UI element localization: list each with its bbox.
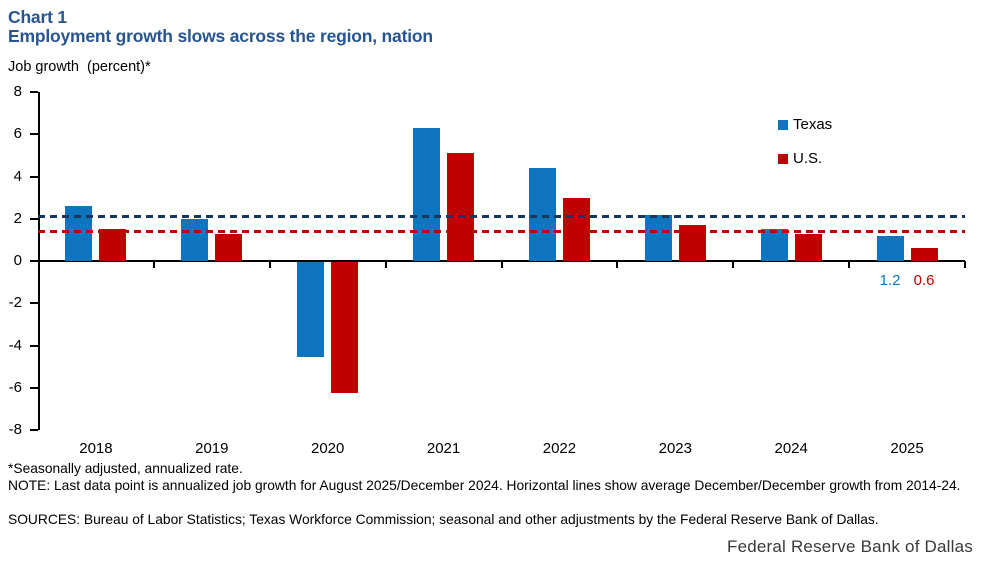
footnote-note: NOTE: Last data point is annualized job …: [8, 478, 961, 493]
avg-line-us: [38, 229, 965, 233]
legend-item-texas: Texas: [778, 117, 832, 132]
x-boundary-tick-6: [732, 261, 735, 268]
y-tick-4: [30, 175, 38, 178]
bar-texas-2021: [413, 127, 441, 261]
us-legend-swatch-icon: [778, 153, 788, 164]
bar-texas-2020: [297, 262, 325, 358]
y-tick--2: [30, 302, 38, 305]
footnote-sources: SOURCES: Bureau of Labor Statistics; Tex…: [8, 512, 879, 527]
dallas-fed-wordmark: Federal Reserve Bank of Dallas: [726, 537, 973, 556]
bar-texas-2025: [876, 235, 904, 261]
x-boundary-tick-4: [500, 261, 503, 268]
chart-number-label: Chart 1: [8, 7, 67, 27]
y-tick--6: [30, 386, 38, 389]
y-label--2: -2: [8, 294, 22, 312]
x-label-2024: 2024: [774, 440, 808, 457]
bar-texas-2019: [181, 218, 209, 261]
plot-area: 8 6 4 2 0 -2 -4 -6 -8 2018 2019 2020 2021 2022 2023 202…: [9, 84, 966, 457]
y-tick-8: [30, 91, 38, 93]
y-axis-title: Job growth (percent)*: [8, 59, 151, 75]
x-boundary-tick-3: [384, 261, 387, 268]
value-label-us-2025: 0.6: [913, 272, 935, 289]
bar-us-2018: [99, 229, 127, 261]
y-tick-2: [30, 217, 38, 220]
bar-us-2020: [331, 262, 359, 393]
y-label--4: -4: [8, 336, 22, 354]
y-label-6: 6: [13, 125, 22, 143]
bar-us-2022: [562, 197, 590, 261]
x-boundary-tick-1: [152, 261, 155, 268]
value-label-texas-2025: 1.2: [879, 272, 901, 289]
x-label-2025: 2025: [890, 440, 924, 457]
legend-label-texas: Texas: [793, 116, 833, 133]
x-label-2023: 2023: [658, 440, 692, 457]
y-label-0: 0: [13, 252, 22, 269]
x-label-2019: 2019: [195, 440, 229, 457]
y-tick--4: [30, 344, 38, 347]
x-label-2021: 2021: [426, 440, 461, 457]
bar-texas-2024: [760, 229, 788, 261]
legend-item-us: U.S.: [778, 151, 822, 166]
y-label--8: -8: [8, 421, 22, 438]
x-boundary-tick-7: [848, 261, 851, 268]
x-boundary-tick-2: [268, 261, 271, 268]
bar-us-2019: [215, 233, 243, 261]
y-label-2: 2: [13, 209, 22, 227]
y-label-4: 4: [13, 167, 22, 185]
texas-legend-swatch-icon: [778, 119, 788, 130]
footnote-seasonal: *Seasonally adjusted, annualized rate.: [8, 461, 243, 476]
x-label-2022: 2022: [542, 440, 577, 457]
y-label--6: -6: [8, 378, 22, 396]
y-label-8: 8: [13, 83, 22, 100]
bar-us-2021: [447, 153, 475, 261]
y-tick-0: [30, 260, 38, 262]
chart-title: Employment growth slows across the regio…: [8, 26, 433, 46]
bar-texas-2023: [644, 214, 672, 261]
x-label-2018: 2018: [79, 440, 113, 457]
y-tick--8: [30, 429, 38, 431]
avg-line-texas: [38, 215, 965, 219]
x-label-2020: 2020: [311, 440, 345, 457]
x-boundary-tick-8: [964, 261, 966, 268]
y-tick-6: [30, 133, 38, 136]
legend-label-us: U.S.: [793, 150, 823, 167]
x-boundary-tick-5: [616, 261, 619, 268]
bar-us-2024: [794, 233, 822, 261]
bar-us-2025: [910, 248, 938, 261]
bar-texas-2022: [528, 168, 556, 261]
